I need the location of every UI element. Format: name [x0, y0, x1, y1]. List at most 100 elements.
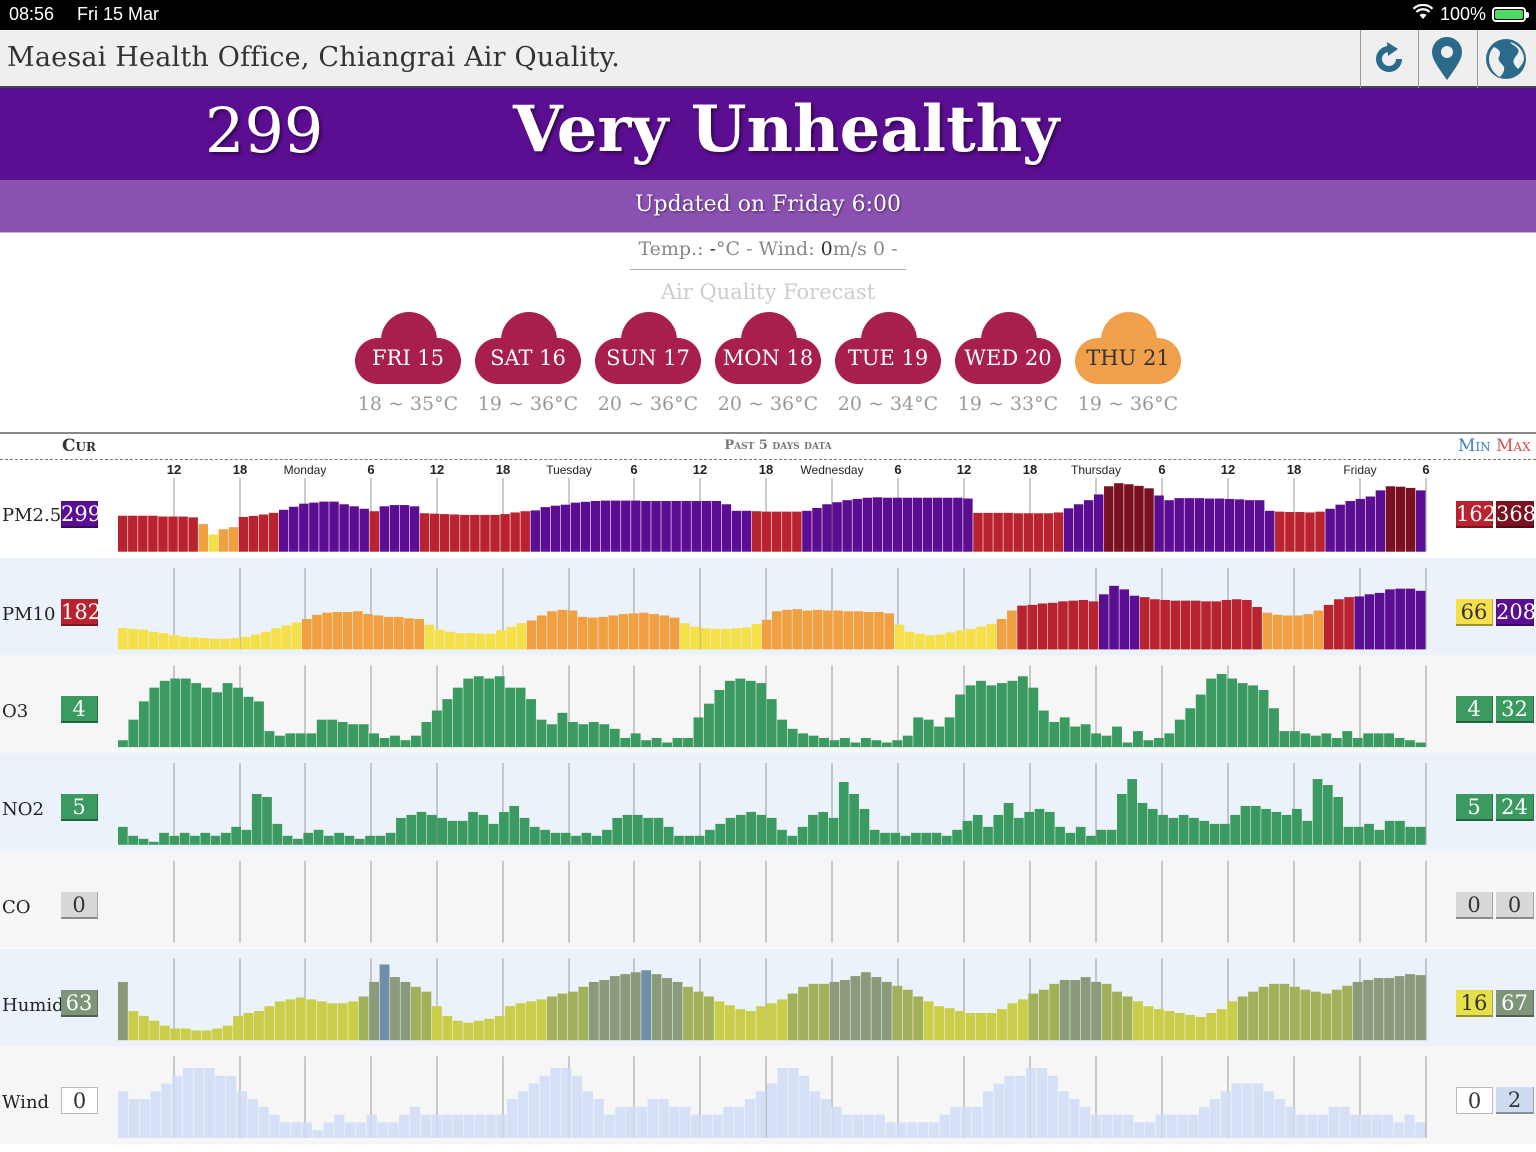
forecast-day-label: SAT 16: [490, 346, 566, 370]
bar-no2: [983, 826, 993, 845]
bar-no2: [1281, 814, 1292, 845]
bar-pm25: [1315, 511, 1325, 552]
bar-pm25: [188, 517, 198, 552]
bar-o3: [1133, 731, 1143, 748]
bar-pm25: [309, 502, 319, 552]
bar-pm25: [932, 497, 943, 552]
bar-o3: [390, 735, 400, 748]
bar-pm25: [500, 514, 510, 552]
bar-wind: [1274, 1099, 1285, 1138]
bar-o3: [567, 721, 578, 748]
bar-wind: [723, 1106, 734, 1138]
bar-no2: [1147, 808, 1158, 845]
status-date: Fri 15 Mar: [77, 4, 160, 24]
history-chart: 12 18 Monday 6 12 18 Tuesday 6 12 18 Wednesday 6 12 1…: [118, 462, 1430, 1138]
bar-wind: [593, 1099, 604, 1138]
bar-no2: [1250, 805, 1261, 845]
bar-humid: [212, 1028, 223, 1041]
bar-o3: [662, 742, 672, 748]
bar-pm10: [690, 626, 700, 650]
bar-wind: [377, 1122, 388, 1138]
forecast-day-cloud[interactable]: SAT 16: [475, 312, 581, 386]
bar-o3: [996, 683, 1007, 748]
bar-wind: [917, 1122, 929, 1138]
bar-wind: [1317, 1114, 1329, 1138]
bar-pm25: [299, 503, 309, 552]
bar-o3: [703, 703, 714, 748]
bar-wind: [777, 1067, 788, 1138]
bar-o3: [1227, 678, 1238, 748]
bar-no2: [787, 835, 798, 845]
bar-humid: [860, 972, 871, 1041]
bar-pm25: [1063, 508, 1074, 552]
refresh-button[interactable]: [1360, 30, 1417, 88]
forecast-day-cloud[interactable]: SUN 17: [595, 312, 701, 386]
min-header: Min: [1458, 436, 1491, 456]
bar-pm10: [434, 629, 445, 650]
max-value-badge: 0: [1496, 891, 1534, 919]
globe-button[interactable]: [1477, 30, 1534, 88]
bar-pm25: [1325, 508, 1335, 552]
bar-pm10: [1017, 605, 1027, 650]
bar-pm10: [189, 637, 200, 650]
bar-humid: [431, 1006, 442, 1041]
bar-no2: [519, 817, 530, 845]
min-value-badge: 4: [1456, 696, 1493, 724]
bar-pm25: [1405, 487, 1416, 552]
bar-humid: [1164, 1011, 1175, 1041]
bar-o3: [1352, 737, 1363, 748]
bar-pm10: [1201, 601, 1211, 650]
bar-pm25: [973, 512, 983, 552]
forecast-day-cloud[interactable]: MON 18: [715, 312, 821, 386]
bar-humid: [1122, 996, 1133, 1041]
forecast-day-cloud[interactable]: THU 21: [1075, 312, 1181, 386]
battery-icon: [1492, 7, 1529, 22]
bar-pm25: [1214, 498, 1225, 552]
bar-pm10: [1374, 592, 1385, 650]
bar-wind: [701, 1114, 712, 1138]
forecast-day-cloud[interactable]: FRI 15: [355, 312, 461, 386]
bar-pm10: [230, 638, 241, 650]
bar-pm25: [359, 508, 369, 552]
bar-o3: [1101, 735, 1112, 748]
bar-humid: [881, 981, 892, 1041]
bar-humid: [683, 986, 693, 1041]
location-button[interactable]: [1418, 30, 1475, 88]
forecast-day-cloud[interactable]: TUE 19: [835, 312, 941, 386]
current-value-badge: 299: [61, 501, 102, 528]
bar-wind: [647, 1099, 658, 1138]
bar-pm10: [1068, 600, 1078, 650]
bar-humid: [955, 1011, 965, 1041]
bar-o3: [170, 678, 181, 748]
bar-no2: [190, 835, 200, 845]
bar-no2: [797, 826, 808, 845]
bar-humid: [1143, 1006, 1154, 1041]
bar-wind: [420, 1114, 431, 1138]
bar-pm25: [1083, 500, 1094, 552]
bar-humid: [484, 1018, 495, 1041]
forecast-day-cloud[interactable]: WED 20: [955, 312, 1061, 386]
bar-pm25: [570, 502, 581, 552]
bar-no2: [1333, 796, 1344, 845]
bar-pm10: [138, 629, 149, 650]
bar-humid: [756, 1006, 767, 1041]
bar-humid: [369, 981, 379, 1041]
bar-wind: [928, 1122, 939, 1138]
bar-humid: [934, 1006, 945, 1041]
bar-pm10: [342, 611, 353, 650]
bar-humid: [1038, 989, 1049, 1041]
bar-o3: [871, 740, 882, 748]
bar-humid: [1101, 983, 1112, 1041]
bar-pm10: [1119, 589, 1130, 650]
app-title: Maesai Health Office, Chiangrai Air Qual…: [7, 42, 621, 73]
bar-pm25: [470, 514, 480, 552]
bar-no2: [447, 820, 458, 845]
bar-no2: [1292, 808, 1302, 845]
bar-wind: [247, 1099, 258, 1138]
bar-o3: [547, 724, 557, 748]
bar-no2: [1261, 808, 1271, 845]
bar-pm10: [669, 617, 680, 650]
bar-wind: [496, 1114, 507, 1138]
time-tick-label: Monday: [284, 463, 327, 477]
bar-pm25: [922, 497, 933, 552]
